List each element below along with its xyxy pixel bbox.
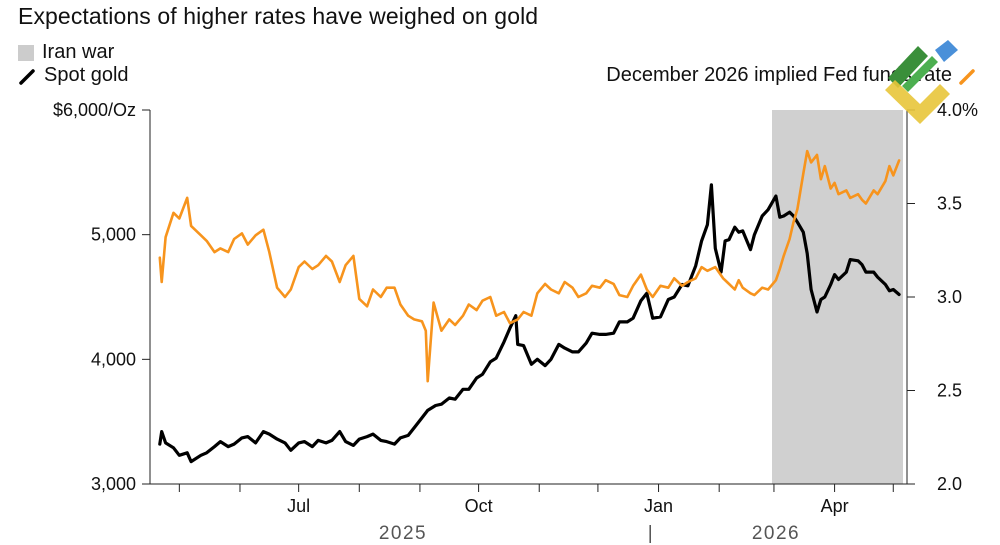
legend-fed-funds-label: December 2026 implied Fed funds rate <box>606 64 952 86</box>
fed-funds-line <box>158 149 901 383</box>
year-label: | <box>648 523 654 544</box>
right-axis-tick-label: 2.0 <box>937 474 962 494</box>
right-axis-tick-label: 3.0 <box>937 287 962 307</box>
right-axis-tick-label: 2.5 <box>937 381 962 401</box>
x-axis-tick-label: Jul <box>287 496 310 516</box>
spot-gold-line <box>158 183 901 464</box>
chart-title: Expectations of higher rates have weighe… <box>18 3 539 29</box>
spot-gold-swatch-icon <box>19 68 35 85</box>
left-axis-tick-label: 3,000 <box>91 474 136 494</box>
left-axis-tick-label: 4,000 <box>91 349 136 369</box>
x-axis-tick-label: Jan <box>644 496 673 516</box>
right-axis-tick-label: 3.5 <box>937 194 962 214</box>
left-axis-tick-label: $6,000/Oz <box>53 100 136 120</box>
year-label: 2025 <box>379 523 427 544</box>
right-axis-tick-label: 4.0% <box>937 100 978 120</box>
x-axis-tick-label: Apr <box>821 496 849 516</box>
legend-iran-war: Iran war <box>18 41 114 64</box>
iran-war-shaded-region <box>771 110 903 484</box>
watermark-logo-icon <box>885 40 958 124</box>
iran-war-swatch <box>18 44 34 61</box>
legend-iran-war-label: Iran war <box>42 41 115 63</box>
legend-fed-funds: December 2026 implied Fed funds rate <box>606 64 978 87</box>
x-axis-tick-label: Oct <box>465 496 493 516</box>
legend-spot-gold: Spot gold <box>18 64 129 87</box>
left-axis-tick-label: 5,000 <box>91 225 136 245</box>
year-label: 2026 <box>752 523 800 544</box>
fed-funds-swatch-icon <box>959 68 975 85</box>
legend-spot-gold-label: Spot gold <box>44 64 129 86</box>
